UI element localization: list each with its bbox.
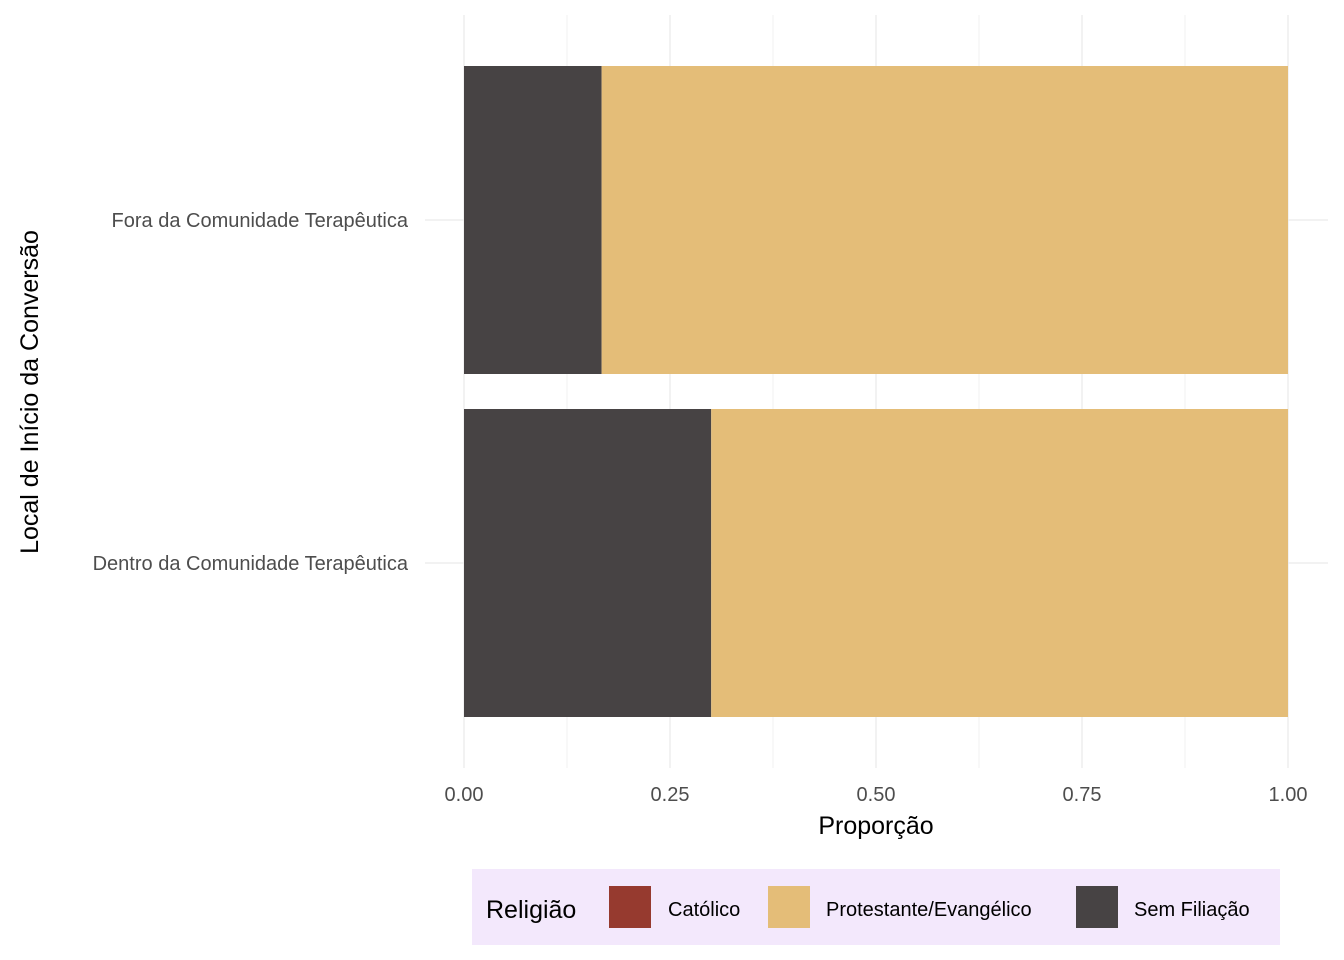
x-tick-label: 0.50 [857, 784, 896, 806]
x-tick-label: 0.25 [651, 784, 690, 806]
bar-segment [601, 66, 1288, 374]
x-tick-label: 1.00 [1269, 784, 1308, 806]
legend: Religião Católico Protestante/Evangélico S… [472, 869, 1280, 945]
y-tick-label: Dentro da Comunidade Terapêutica [93, 553, 409, 575]
bar-segment [464, 66, 602, 374]
legend-background [472, 869, 1280, 945]
bar-segment [711, 409, 1288, 717]
bar-segment [464, 409, 712, 717]
y-tick-label: Fora da Comunidade Terapêutica [112, 210, 409, 232]
legend-key [609, 886, 651, 928]
x-tick-label: 0.00 [445, 784, 484, 806]
x-tick-label: 0.75 [1063, 784, 1102, 806]
legend-label: Católico [668, 899, 740, 921]
x-axis-title: Proporção [818, 812, 933, 840]
legend-key [768, 886, 810, 928]
bars [464, 66, 1288, 717]
legend-label: Protestante/Evangélico [826, 899, 1032, 921]
y-tick-labels: Fora da Comunidade Terapêutica Dentro da … [93, 210, 409, 575]
x-tick-labels: 0.00 0.25 0.50 0.75 1.00 [445, 784, 1308, 806]
legend-title: Religião [486, 896, 576, 924]
legend-key [1076, 886, 1118, 928]
y-axis-title: Local de Início da Conversão [16, 230, 44, 554]
legend-label: Sem Filiação [1134, 899, 1250, 921]
